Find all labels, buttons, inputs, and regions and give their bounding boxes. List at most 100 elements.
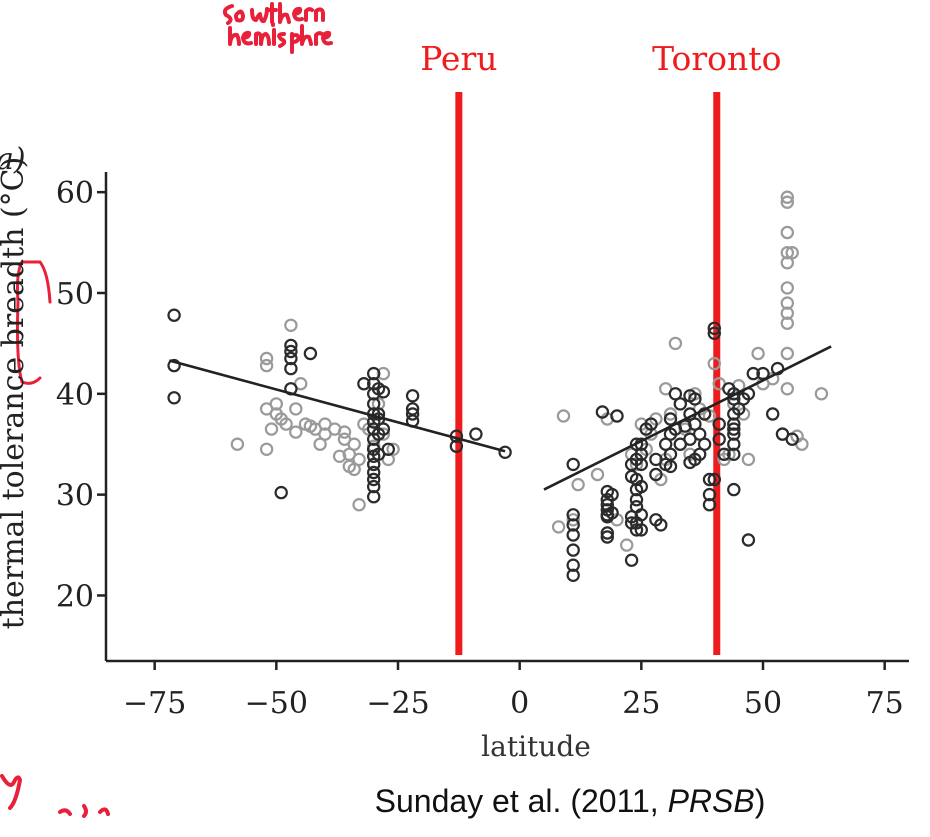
- x-ticks: −75 −50 −25 0 25 50 75: [123, 661, 904, 721]
- data-point: [688, 392, 702, 406]
- handwritten-bracket: [16, 260, 52, 385]
- data-point: [590, 467, 605, 482]
- data-point: [785, 245, 799, 260]
- y-tick-label: 30: [56, 479, 94, 514]
- trend-line: [543, 345, 832, 491]
- data-point: [727, 482, 741, 497]
- data-point: [780, 225, 795, 240]
- data-point: [766, 407, 780, 421]
- axes: [104, 172, 909, 663]
- data-point: [727, 417, 741, 431]
- data-point: [337, 425, 352, 439]
- data-point: [167, 391, 181, 405]
- x-tick-label: −50: [245, 686, 308, 721]
- data-point: [259, 442, 274, 456]
- data-point: [746, 366, 761, 381]
- data-point: [600, 530, 615, 544]
- data-point: [780, 296, 795, 310]
- data-point: [381, 442, 395, 456]
- data-point: [697, 437, 712, 451]
- data-point: [727, 437, 741, 451]
- data-point: [605, 487, 619, 502]
- annotation-label: Toronto: [652, 39, 781, 78]
- x-tick-label: −75: [123, 686, 186, 721]
- trend-line: [168, 359, 506, 453]
- y-ticks: 20 30 40 50 60: [56, 176, 106, 614]
- annotation-line: [455, 92, 463, 655]
- data-point: [566, 457, 580, 472]
- citation-suffix: ): [755, 783, 766, 819]
- data-point: [571, 477, 585, 492]
- data-point: [634, 523, 649, 537]
- data-point: [600, 526, 615, 540]
- data-point: [498, 445, 512, 459]
- data-point: [629, 523, 644, 537]
- data-point: [376, 385, 391, 399]
- annotation-label: Peru: [420, 39, 497, 78]
- data-point: [376, 366, 391, 381]
- data-point: [167, 358, 181, 373]
- data-point: [707, 356, 722, 371]
- data-point: [566, 543, 580, 557]
- data-point: [649, 467, 663, 482]
- data-point: [566, 513, 580, 527]
- data-point: [605, 506, 619, 520]
- y-tick-label: 20: [56, 579, 94, 614]
- data-point: [289, 402, 303, 416]
- x-tick-label: 50: [744, 686, 782, 721]
- data-point: [595, 405, 610, 419]
- data-point: [352, 452, 366, 467]
- data-point: [634, 479, 649, 494]
- data-point: [780, 245, 795, 260]
- data-point: [644, 417, 658, 431]
- y-tick-label: 50: [56, 277, 94, 312]
- data-point: [566, 558, 580, 572]
- handwritten-margin-marks: [0, 774, 110, 818]
- citation-journal: PRSB: [668, 783, 755, 819]
- data-point: [620, 538, 634, 552]
- x-tick-label: 75: [866, 686, 904, 721]
- data-point: [376, 422, 391, 436]
- data-point: [624, 553, 639, 567]
- data-point: [566, 568, 580, 583]
- data-point: [780, 382, 795, 396]
- data-point: [367, 490, 381, 504]
- data-point: [780, 195, 795, 209]
- data-point: [367, 465, 381, 480]
- data-point: [707, 321, 722, 335]
- panel-label: a): [0, 142, 26, 177]
- x-tick-label: 25: [622, 686, 660, 721]
- data-point: [814, 387, 829, 401]
- data-point: [629, 493, 644, 507]
- data-point: [469, 427, 483, 441]
- data-point: [566, 518, 580, 532]
- data-point: [352, 498, 366, 512]
- data-point: [449, 439, 464, 453]
- data-point: [702, 498, 717, 512]
- data-point: [702, 472, 717, 487]
- data-point: [610, 409, 624, 423]
- data-point: [751, 346, 765, 361]
- y-axis-label: thermal tolerance breadth (°C): [0, 157, 31, 630]
- citation-prefix: Sunday et al. (2011,: [375, 783, 668, 819]
- data-point: [712, 417, 726, 431]
- data-point: [780, 281, 795, 295]
- x-axis-label: latitude: [481, 730, 591, 763]
- data-point: [551, 520, 566, 534]
- data-point: [259, 358, 274, 373]
- data-point: [707, 472, 722, 487]
- data-point: [167, 308, 181, 322]
- data-point: [279, 417, 293, 431]
- data-point: [707, 326, 722, 340]
- data-point: [371, 407, 386, 421]
- data-point: [663, 459, 678, 474]
- data-point: [556, 409, 571, 423]
- data-point: [303, 346, 318, 361]
- data-point: [634, 508, 649, 522]
- x-tick-label: −25: [366, 686, 429, 721]
- data-point: [367, 472, 381, 487]
- data-point: [386, 442, 400, 456]
- data-point: [259, 351, 274, 366]
- annotation-lines: Peru Toronto: [420, 39, 781, 655]
